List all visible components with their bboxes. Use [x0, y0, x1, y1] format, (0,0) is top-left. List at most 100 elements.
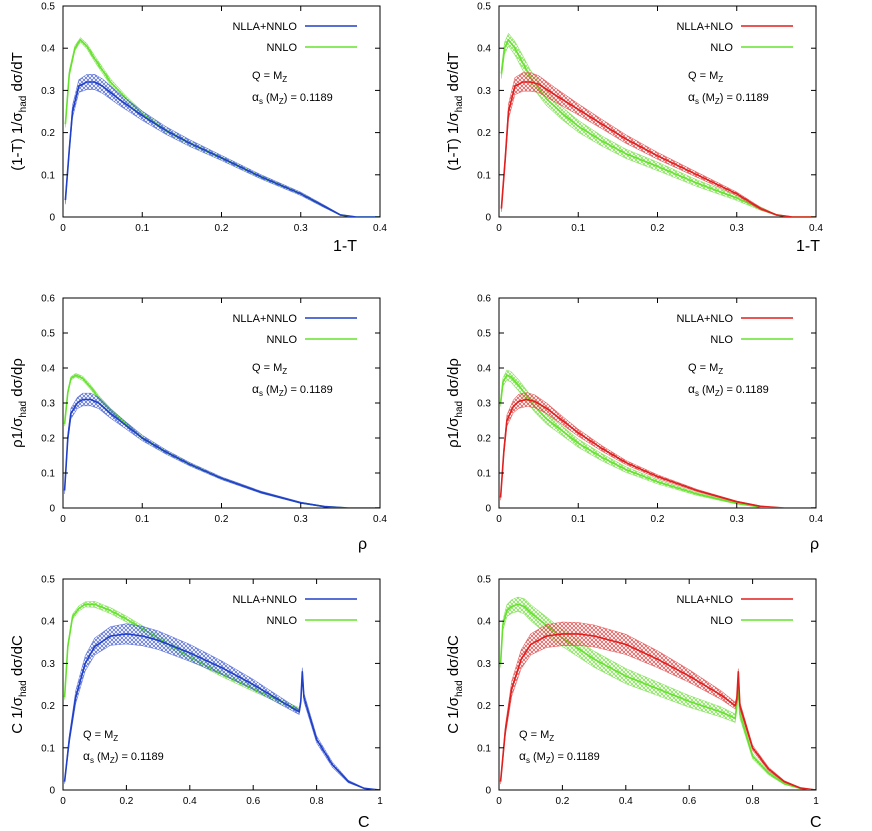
line-nlo: [499, 603, 816, 790]
x-tick-label: 0.2: [555, 796, 569, 807]
line-nlo: [499, 374, 816, 508]
y-tick-label: 0.2: [41, 701, 55, 712]
x-tick-label: 0.2: [215, 514, 229, 525]
y-tick-label: 0.4: [477, 617, 491, 628]
y-tick-label: 0.3: [41, 399, 55, 410]
chart-rho-nlo: 0 0.1 0.2 0.3 0.4 0 0.1 0.2 0.3 0.4 0.5 0.6 ρ ρ1/σhad…: [445, 294, 823, 554]
y-tick-label: 0.1: [41, 469, 55, 480]
y-axis-label: ρ1/σhad dσ/dρ: [445, 358, 465, 448]
y-tick-label: 0.6: [41, 294, 55, 305]
y-tick-label: 0.3: [477, 399, 491, 410]
x-tick-label: 0.3: [730, 223, 744, 234]
plot-frame: [62, 578, 381, 791]
y-tick-label: 0.5: [41, 575, 55, 586]
band-nnlo: [65, 37, 380, 217]
y-tick-label: 0.4: [41, 364, 55, 375]
x-tick-label: 0: [60, 514, 66, 525]
annotation-q: Q = MZ: [688, 362, 723, 376]
y-tick-label: 0.5: [41, 329, 55, 340]
x-tick-label: 0.4: [809, 223, 823, 234]
line-nlla-nnlo: [63, 398, 380, 508]
y-tick-label: 0: [49, 786, 55, 797]
legend: NLLA+NLO NLO: [676, 313, 793, 346]
x-tick-label: 0.4: [373, 514, 387, 525]
annotation-alpha: αs (MZ) = 0.1189: [252, 382, 333, 398]
x-axis-label: C: [810, 814, 822, 831]
legend: NLLA+NNLO NNLO: [232, 21, 357, 54]
x-tick-label: 0.2: [651, 514, 665, 525]
x-tick-label: 0.1: [571, 514, 585, 525]
x-axis-label: ρ: [358, 536, 367, 553]
y-axis-label: C 1/σhad dσ/dC: [9, 635, 29, 734]
y-tick-label: 0.2: [477, 434, 491, 445]
legend-label: NLO: [710, 334, 733, 346]
data-layer: [63, 372, 380, 508]
legend: NLLA+NLO NLO: [676, 594, 793, 627]
data-layer: [63, 601, 380, 790]
y-tick-label: 0.3: [41, 86, 55, 97]
legend: NLLA+NNLO NNLO: [232, 594, 357, 627]
legend-label: NLLA+NLO: [676, 21, 733, 33]
x-tick-label: 0: [496, 514, 502, 525]
y-axis-label: (1-T) 1/σhad dσ/dT: [9, 52, 29, 171]
line-nlla-nnlo: [64, 81, 380, 217]
line-nlo: [500, 39, 816, 217]
y-tick-label: 0: [485, 786, 491, 797]
y-tick-label: 0.5: [41, 2, 55, 13]
band-nlla-nnlo: [65, 74, 380, 217]
x-axis-label: ρ: [810, 536, 819, 553]
y-tick-label: 0.1: [41, 170, 55, 181]
annotation-q: Q = MZ: [688, 70, 723, 84]
data-layer: [499, 369, 816, 508]
legend-label: NLLA+NNLO: [232, 594, 297, 606]
plot-frame: [498, 578, 817, 791]
y-axis-label: (1-T) 1/σhad dσ/dT: [445, 52, 465, 171]
y-tick-label: 0.1: [477, 170, 491, 181]
band-nnlo: [64, 372, 380, 508]
x-tick-label: 0.4: [809, 514, 823, 525]
y-tick-label: 0: [49, 213, 55, 224]
x-tick-label: 0.8: [746, 796, 760, 807]
annotation-q: Q = MZ: [252, 70, 287, 84]
y-tick-label: 0.1: [41, 743, 55, 754]
annotation-alpha: αs (MZ) = 0.1189: [252, 90, 333, 106]
x-tick-label: 0: [60, 223, 66, 234]
x-tick-label: 0.3: [294, 223, 308, 234]
legend-label: NLLA+NLO: [676, 594, 733, 606]
x-axis-label: C: [358, 814, 370, 831]
annotation-alpha: αs (MZ) = 0.1189: [83, 749, 164, 765]
x-tick-label: 0.3: [294, 514, 308, 525]
y-tick-label: 0.5: [477, 575, 491, 586]
y-tick-label: 0.5: [477, 2, 491, 13]
legend: NLLA+NNLO NNLO: [232, 313, 357, 346]
plot-frame: [62, 297, 381, 509]
y-tick-label: 0.2: [41, 128, 55, 139]
band-nlla-nnlo: [64, 392, 380, 508]
y-axis-label: C 1/σhad dσ/dC: [445, 635, 465, 734]
x-tick-label: 0.3: [730, 514, 744, 525]
y-tick-label: 0.4: [41, 617, 55, 628]
plot-frame: [62, 5, 381, 218]
annotation-alpha: αs (MZ) = 0.1189: [688, 90, 769, 106]
line-nlla-nlo: [500, 81, 816, 217]
x-tick-label: 0: [60, 796, 66, 807]
annotation-q: Q = MZ: [519, 729, 554, 743]
legend-label: NLLA+NLO: [676, 313, 733, 325]
y-tick-label: 0.5: [477, 329, 491, 340]
y-tick-label: 0.6: [477, 294, 491, 305]
chart-c-nnlo: 0 0.2 0.4 0.6 0.8 1 0 0.1 0.2 0.3 0.4 0.5 C C 1/σhad …: [9, 575, 383, 831]
x-tick-label: 0.2: [215, 223, 229, 234]
y-tick-label: 0.3: [477, 659, 491, 670]
line-nlla-nlo: [499, 633, 816, 790]
x-tick-label: 0.2: [119, 796, 133, 807]
y-tick-label: 0.3: [41, 659, 55, 670]
legend-label: NLLA+NNLO: [232, 21, 297, 33]
x-tick-label: 1: [377, 796, 383, 807]
legend: NLLA+NLO NLO: [676, 21, 793, 54]
x-tick-label: 0.4: [619, 796, 633, 807]
legend-label: NLLA+NNLO: [232, 313, 297, 325]
legend-label: NNLO: [266, 334, 297, 346]
y-tick-label: 0.2: [477, 128, 491, 139]
x-tick-label: 1: [813, 796, 819, 807]
